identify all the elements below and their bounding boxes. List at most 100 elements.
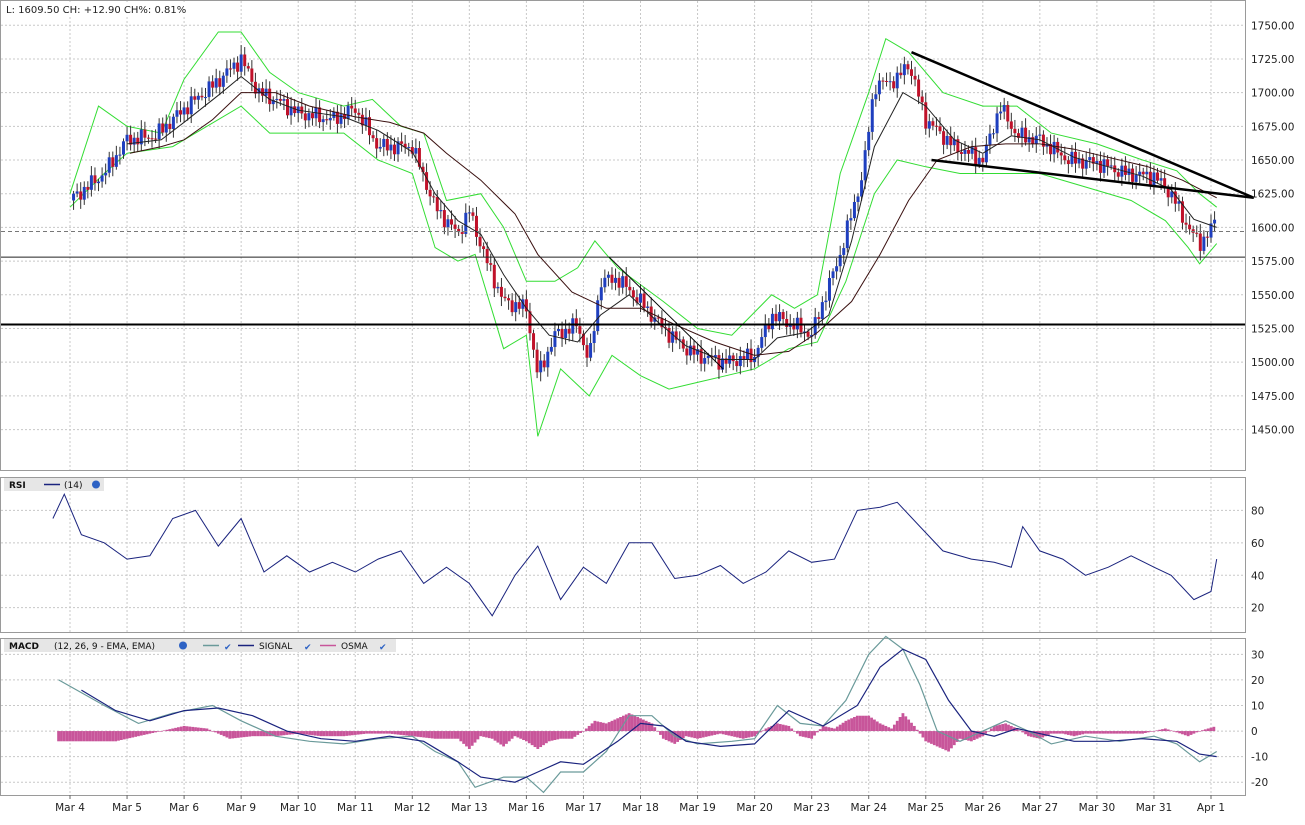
osma-bar xyxy=(1135,731,1138,734)
candle xyxy=(250,69,253,82)
x-tick-label: Mar 17 xyxy=(565,802,602,814)
candle xyxy=(618,278,621,288)
candle xyxy=(867,132,870,150)
osma-bar xyxy=(699,731,702,738)
osma-bar xyxy=(382,731,385,734)
candle xyxy=(407,147,410,148)
osma-bar xyxy=(904,716,907,731)
candle xyxy=(1099,161,1102,173)
osma-bar xyxy=(1170,730,1173,731)
candle xyxy=(186,107,189,114)
osma-bar xyxy=(445,731,448,739)
candle xyxy=(1106,159,1109,166)
rsi-panel xyxy=(1,478,1246,633)
osma-bar xyxy=(502,731,505,746)
osma-bar xyxy=(325,731,328,736)
candle xyxy=(1021,128,1024,138)
candle xyxy=(539,361,542,373)
osma-bar xyxy=(947,731,950,751)
osma-bar xyxy=(742,731,745,739)
signal-toggle-icon[interactable]: ✔ xyxy=(304,643,312,653)
candle xyxy=(931,121,934,126)
osma-bar xyxy=(1173,731,1176,732)
candle xyxy=(939,126,942,131)
osma-bar xyxy=(1204,729,1207,731)
osma-bar xyxy=(1187,731,1190,736)
osma-bar xyxy=(60,731,63,741)
osma-bar xyxy=(939,731,942,748)
candle xyxy=(1060,152,1063,155)
osma-bar xyxy=(1050,731,1053,734)
osma-bar xyxy=(277,731,280,736)
osma-bar xyxy=(1007,725,1010,731)
rsi-settings-icon[interactable] xyxy=(92,481,100,489)
candle xyxy=(1110,165,1113,166)
osma-bar xyxy=(836,727,839,731)
osma-bar xyxy=(525,731,528,741)
candle xyxy=(393,145,396,155)
candle xyxy=(821,302,824,319)
candle xyxy=(339,114,342,124)
osma-bar xyxy=(322,731,325,736)
macd-line-toggle-icon[interactable]: ✔ xyxy=(224,643,232,653)
osma-bar xyxy=(74,731,77,741)
candle xyxy=(600,287,603,300)
candle xyxy=(111,157,114,167)
candle xyxy=(921,97,924,103)
osma-bar xyxy=(608,722,611,731)
candle xyxy=(211,81,214,87)
osma-bar xyxy=(345,731,348,736)
osma-bar xyxy=(1190,731,1193,735)
osma-bar xyxy=(280,731,283,735)
osma-bar xyxy=(1067,731,1070,735)
osma-bar xyxy=(662,731,665,739)
candle xyxy=(236,63,239,72)
osma-bar xyxy=(160,731,163,732)
candle xyxy=(849,218,852,220)
osma-toggle-icon[interactable]: ✔ xyxy=(379,643,387,653)
osma-bar xyxy=(482,731,485,737)
candle xyxy=(960,152,963,154)
osma-bar xyxy=(796,731,799,734)
candle xyxy=(1031,137,1034,144)
osma-bar xyxy=(785,725,788,731)
osma-bar xyxy=(551,731,554,741)
osma-bar xyxy=(211,731,214,732)
osma-bar xyxy=(816,731,819,732)
osma-bar xyxy=(342,731,345,736)
osma-bar xyxy=(516,731,519,737)
macd-settings-icon[interactable] xyxy=(179,642,187,650)
osma-bar xyxy=(693,731,696,738)
osma-bar xyxy=(217,731,220,734)
osma-bar xyxy=(208,730,211,731)
osma-bar xyxy=(508,731,511,741)
osma-bar xyxy=(582,731,585,732)
osma-bar xyxy=(1138,731,1141,734)
candle xyxy=(475,216,478,237)
osma-bar xyxy=(1084,731,1087,734)
candle xyxy=(1195,233,1198,234)
osma-bar xyxy=(203,728,206,731)
candle xyxy=(286,99,289,115)
osma-bar xyxy=(148,731,151,734)
osma-bar xyxy=(645,721,648,731)
osma-bar xyxy=(186,726,189,731)
candle xyxy=(436,197,439,211)
osma-bar xyxy=(870,718,873,731)
osma-bar xyxy=(123,731,126,739)
price-tick-label: 1650.00 xyxy=(1251,155,1294,167)
candle xyxy=(760,337,763,348)
candle xyxy=(557,329,560,331)
osma-bar xyxy=(134,731,137,737)
osma-bar xyxy=(842,723,845,731)
candle xyxy=(1138,172,1141,175)
candle xyxy=(942,131,945,145)
candle xyxy=(482,246,485,249)
osma-bar xyxy=(696,731,699,739)
candle xyxy=(603,278,606,287)
osma-bar xyxy=(317,731,320,736)
osma-bar xyxy=(245,731,248,737)
osma-bar xyxy=(120,731,123,740)
osma-bar xyxy=(91,731,94,741)
osma-bar xyxy=(357,731,360,735)
